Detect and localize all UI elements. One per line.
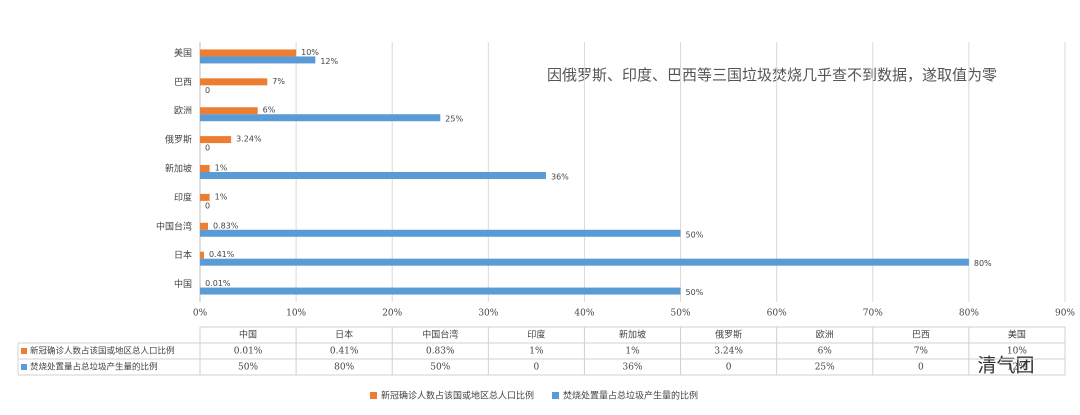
y-tick-label: 巴西 [174,77,192,88]
data-label: 12% [320,57,338,66]
table-cell: 36% [622,363,642,373]
data-label: 50% [686,230,704,239]
table-header: 中国台湾 [422,329,458,341]
data-label: 10% [301,48,319,57]
data-label: 80% [974,259,992,268]
legend-label: 焚烧处置量占总垃圾产生量的比例 [563,390,698,402]
bar [200,252,204,259]
y-tick-label: 欧洲 [174,105,192,117]
y-tick-label: 俄罗斯 [165,134,192,146]
y-tick-label: 日本 [174,249,192,261]
table-cell: 50% [238,363,258,373]
table-cell: 12% [1007,363,1027,373]
table-header: 印度 [527,329,545,341]
x-tick-label: 20% [382,309,402,319]
data-label: 0.41% [209,250,235,259]
x-tick-label: 40% [574,309,594,319]
table-cell: 0.41% [330,347,359,357]
data-label: 1% [215,192,228,201]
data-label: 25% [445,115,463,124]
table-legend-key [21,348,27,354]
table-row-label: 焚烧处置量占总垃圾产生量的比例 [30,362,158,373]
y-tick-label: 印度 [174,191,192,203]
x-tick-label: 80% [959,309,979,319]
legend-key [552,392,559,399]
y-tick-label: 新加坡 [165,163,192,175]
y-tick-label: 中国 [174,278,192,290]
table-header: 日本 [335,329,353,341]
data-label: 0 [205,86,210,95]
table-header: 欧洲 [816,329,834,341]
table-header: 美国 [1008,329,1026,341]
x-tick-label: 10% [286,309,306,319]
bar [200,49,296,56]
table-row-label: 新冠确诊人数占该国或地区总人口比例 [30,346,175,357]
table-cell: 0.01% [234,347,263,357]
legend-key [370,392,377,399]
x-tick-label: 90% [1055,309,1075,319]
bar [200,223,208,230]
table-cell: 0 [918,363,924,373]
table-cell: 3.24% [714,347,743,357]
table-header: 巴西 [912,330,930,341]
data-label: 1% [215,164,228,173]
annotation: 因俄罗斯、印度、巴西等三国垃圾焚烧几乎查不到数据，遂取值为零 [547,66,997,84]
bar [200,114,440,121]
table-legend-key [21,364,27,370]
data-label: 36% [551,173,569,182]
data-label: 0.83% [213,221,239,230]
table-header: 新加坡 [619,329,646,341]
x-tick-label: 0% [193,309,208,319]
bar [200,194,210,201]
table-cell: 1% [529,347,544,357]
bar [200,56,315,63]
bar [200,165,210,172]
data-label: 3.24% [236,135,262,144]
y-tick-label: 美国 [174,47,192,59]
bar [200,172,546,179]
bar [200,107,258,114]
x-tick-label: 30% [478,309,498,319]
data-label: 0 [205,201,210,210]
table-cell: 7% [914,347,929,357]
table-header: 中国 [239,329,257,341]
table-cell: 6% [818,347,833,357]
table-cell: 25% [815,363,835,373]
table-cell: 0 [726,363,732,373]
bar [200,288,681,295]
data-label: 6% [263,106,276,115]
bar [200,230,681,237]
y-tick-label: 中国台湾 [156,220,192,232]
table-cell: 80% [334,363,354,373]
table-cell: 10% [1007,347,1027,357]
table-cell: 1% [625,347,640,357]
data-label: 7% [272,77,285,86]
x-tick-label: 60% [767,309,787,319]
table-cell: 0 [534,363,540,373]
bar [200,259,969,266]
data-label: 50% [686,288,704,297]
data-label: 0.01% [205,279,231,288]
bar [200,78,267,85]
data-label: 0 [205,144,210,153]
table-header: 俄罗斯 [715,329,742,341]
table-cell: 50% [430,363,450,373]
legend-label: 新冠确诊人数占该国或地区总人口比例 [381,390,534,402]
x-tick-label: 50% [671,309,691,319]
table-cell: 0.83% [426,347,455,357]
x-tick-label: 70% [863,309,883,319]
bar [200,136,231,143]
